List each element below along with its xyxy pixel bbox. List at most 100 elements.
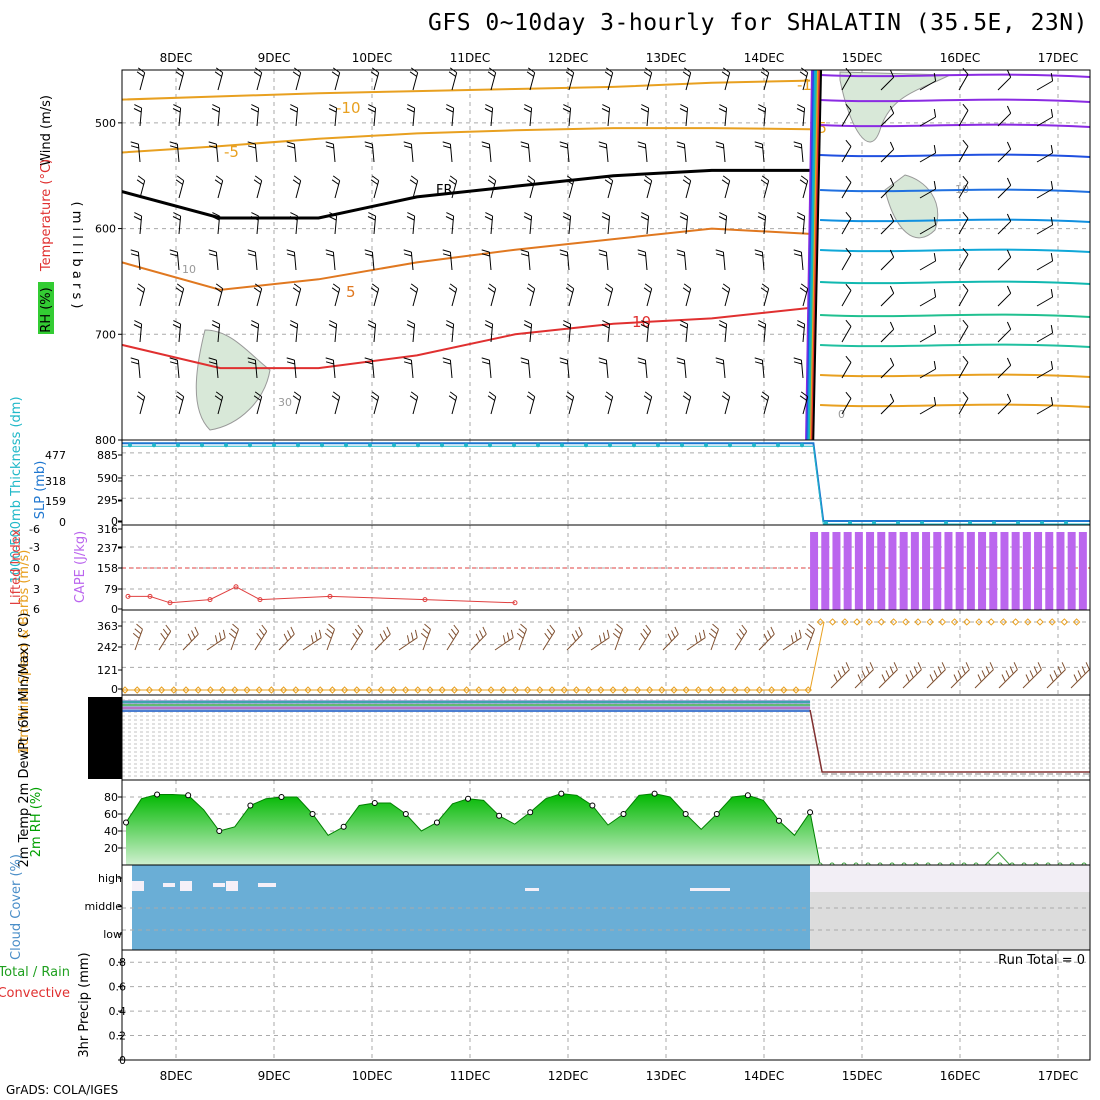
wind10m-marker [353,686,361,694]
wind-barb [130,141,141,163]
wind-barb [208,249,219,271]
date-label-top: 12DEC [548,51,588,65]
wind-barb [292,283,302,307]
temp2m-axis-label: 2m Temp 2m DewPt (6hr Min/Max) (°C) [17,613,32,868]
wind-barb [409,67,419,91]
rh-axis-label: RH (%) [39,287,54,332]
rh-legend-swatch [38,282,54,334]
wind-barb [919,73,937,91]
thickness-marker [320,443,324,448]
wind10m-marker [365,686,373,694]
contour-label: 10 [182,263,196,276]
wind-barb [919,181,937,199]
wind10m-marker [902,618,910,626]
wind10m-marker [597,686,605,694]
wind-barb [169,249,180,271]
wind-barb [172,320,182,343]
wind10m-marker [950,618,959,626]
wind10m-barb [804,623,815,651]
slp-tick-label: 0 [111,515,118,528]
wind-axis-label: Wind (m/s) [39,95,54,166]
wind-barb [328,104,338,127]
temp-contour [121,127,811,154]
wind-barb [958,319,969,343]
wind-barb [721,391,731,415]
cape-bar [821,531,830,610]
wind-barb [919,253,937,271]
wind-barb [442,249,453,271]
wind-barb [997,249,1012,271]
temp2m-tick-block [88,697,122,779]
wind-barb [325,249,336,271]
wind-barb [214,175,224,199]
wind-barb [292,175,302,199]
wind10m-marker [706,686,715,694]
cape-bar [922,531,931,610]
wind-barb [136,283,146,307]
temp-contour-after [820,218,1091,223]
date-label-top: 16DEC [940,51,980,65]
wind10m-barb [612,623,623,651]
wind10m-marker [499,686,507,694]
wind10m-marker [548,686,556,694]
wind10m-barb [158,624,172,651]
wind10m-marker [206,686,215,694]
cloud-gap [132,881,144,891]
date-label-bottom: 17DEC [1038,1069,1078,1083]
rh2m-line [984,851,1011,866]
temp-contour-break [808,69,818,441]
wind-barb [487,391,497,415]
lifted-index-marker [147,593,153,599]
temp-contour-after [820,98,1091,103]
wind-barb [367,320,377,343]
lifted-index-marker [167,600,173,606]
pressure-tick-label: 800 [95,434,116,447]
wind-barb [484,104,494,127]
wind10m-barb [708,623,719,651]
wind-barb [409,175,419,199]
wind-barb [799,283,809,307]
wind-barb [286,357,297,379]
wind10m-marker [999,618,1008,626]
wind10m-marker [231,686,239,694]
wind-barb [445,104,455,127]
date-label-bottom: 12DEC [548,1069,588,1083]
thickness-marker [464,443,468,448]
cape-bar [1078,531,1087,610]
lifted-index-marker [512,600,518,606]
cloud-gap [163,883,175,887]
lifted-index-line [128,586,516,604]
wind-barb [997,213,1012,235]
wind10m-marker [304,686,312,694]
rh2m-marker [496,812,503,819]
cloud-high-after [810,865,1090,892]
rh2m-tick-label: 40 [104,825,118,838]
rh2m-tick-label: 80 [104,791,118,804]
wind-barb [601,212,611,235]
temp-contour [121,227,811,291]
wind10m-barb [686,629,706,651]
wind-barb [292,67,302,91]
wind10m-marker [523,686,532,694]
wind10m-marker [743,686,751,694]
rh2m-marker [465,795,472,802]
wind10m-marker [487,686,495,694]
wind10m-marker [157,686,166,694]
rh2m-line [125,793,821,866]
li-tick-label: -6 [29,523,40,536]
contour-label: 0 [838,408,845,421]
wind-barb [841,211,852,235]
wind-barb [715,249,726,271]
wind10m-marker [755,686,764,694]
wind10m-barb [398,629,418,651]
thickness-tick-label: 159 [45,495,66,508]
rh2m-marker [185,792,192,799]
wind10m-barb [132,623,143,651]
wind-barb [880,105,895,127]
cape-bar [955,531,964,610]
wind-barb [250,320,260,343]
wind10m-barb [638,624,652,651]
wind-barb [721,283,731,307]
thickness-marker [656,443,660,448]
wind-barb [406,212,416,235]
